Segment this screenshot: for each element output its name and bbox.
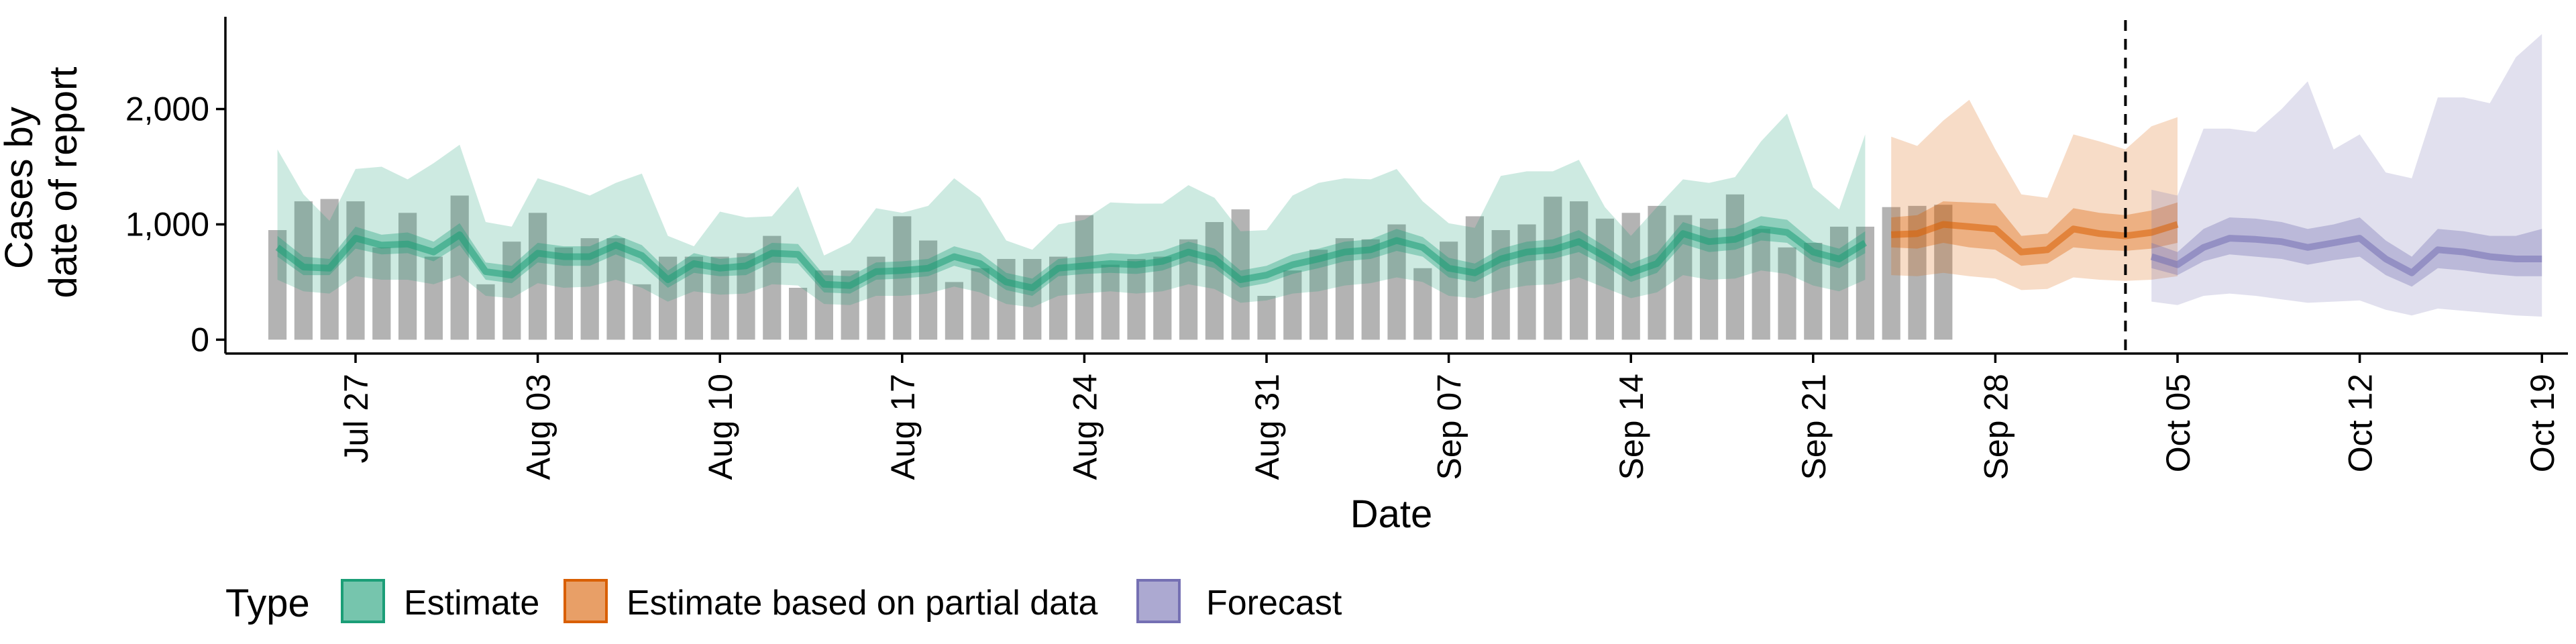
legend-item-forecast: Forecast — [1136, 579, 1342, 623]
legend-item-partial: Estimate based on partial data — [564, 579, 1098, 623]
case-bar — [1309, 250, 1328, 340]
case-bar — [372, 247, 391, 340]
x-tick-label: Oct 12 — [2342, 374, 2379, 472]
median-lines-layer — [275, 221, 2542, 291]
x-tick-label: Aug 24 — [1066, 374, 1104, 480]
case-bar — [398, 213, 417, 340]
legend: Type Estimate Estimate based on partial … — [225, 579, 1342, 625]
legend-key-forecast — [1136, 579, 1181, 623]
x-tick-label: Sep 07 — [1431, 374, 1468, 480]
case-bar — [893, 216, 912, 340]
case-bar — [502, 241, 521, 340]
case-bar — [789, 288, 808, 340]
y-axis-title-line-1: Cases by — [0, 107, 41, 269]
case-bar — [1570, 201, 1589, 340]
case-bar — [1621, 213, 1640, 340]
case-bar — [1752, 229, 1770, 340]
ribbons-layer — [277, 34, 2542, 317]
case-bar — [997, 259, 1016, 340]
case-bar — [1257, 296, 1276, 340]
case-bar — [1804, 243, 1823, 340]
case-bar — [1544, 197, 1562, 340]
legend-label-forecast: Forecast — [1206, 584, 1342, 623]
case-bar — [476, 284, 495, 340]
legend-label-estimate: Estimate — [404, 584, 539, 623]
case-bar — [1101, 264, 1120, 340]
case-bar — [1413, 268, 1432, 340]
legend-key-estimate — [341, 579, 385, 623]
case-bar — [554, 247, 573, 340]
legend-item-estimate: Estimate — [341, 579, 539, 623]
case-bar — [633, 284, 651, 340]
forecast-ribbon-90 — [2151, 34, 2542, 317]
y-tick-label: 1,000 — [125, 205, 209, 243]
case-bar — [1882, 207, 1900, 340]
x-tick-label: Aug 17 — [884, 374, 922, 480]
case-bar — [1023, 259, 1042, 340]
x-tick-label: Oct 19 — [2524, 374, 2561, 472]
x-tick-label: Aug 31 — [1248, 374, 1286, 480]
x-tick-label: Sep 21 — [1795, 374, 1833, 480]
case-bar — [1778, 247, 1796, 340]
case-bar — [919, 240, 938, 340]
case-bar — [971, 268, 989, 340]
legend-label-partial: Estimate based on partial data — [627, 584, 1098, 623]
case-bar — [1361, 239, 1380, 340]
case-bar — [606, 238, 625, 340]
case-bar — [1075, 215, 1093, 340]
case-bar — [1830, 226, 1849, 340]
case-bar — [1517, 224, 1536, 340]
x-tick-label: Aug 10 — [702, 374, 739, 480]
case-bar — [424, 256, 443, 340]
case-bar — [1491, 230, 1510, 340]
case-bar — [1283, 270, 1302, 340]
x-tick-label: Aug 03 — [520, 374, 557, 480]
y-axis-title-line-2: date of report — [42, 67, 85, 299]
y-axis-ticks: 0 1,000 2,000 — [125, 91, 225, 358]
case-bar — [1153, 256, 1172, 340]
case-bar — [1205, 222, 1224, 340]
x-axis-ticks: Jul 27 Aug 03 Aug 10 Aug 17 Aug 24 Aug 31 Sep … — [337, 354, 2561, 480]
case-bar — [1595, 218, 1614, 340]
x-tick-label: Sep 28 — [1977, 374, 2015, 480]
x-tick-label: Sep 14 — [1613, 374, 1650, 480]
case-bar — [450, 195, 469, 340]
forecast-ribbon-50 — [2151, 217, 2542, 287]
legend-title: Type — [225, 582, 310, 625]
case-bar — [529, 213, 547, 340]
legend-key-partial — [564, 579, 608, 623]
case-bar — [1725, 194, 1744, 340]
x-tick-label: Oct 05 — [2159, 374, 2197, 472]
x-axis-title: Date — [1350, 492, 1433, 536]
estimate-ribbon-90 — [277, 113, 1866, 308]
case-bar — [346, 201, 365, 340]
partial-ribbon-50 — [1891, 201, 2178, 266]
y-tick-label: 0 — [191, 321, 209, 358]
partial-median-line — [1890, 221, 2179, 256]
estimate-median-line — [275, 225, 1868, 291]
partial-ribbon-90 — [1891, 99, 2178, 290]
case-bar — [1648, 205, 1666, 340]
case-bar — [1465, 216, 1484, 340]
forecast-median-line — [2150, 235, 2542, 276]
case-bar — [1440, 241, 1458, 340]
x-tick-label: Jul 27 — [337, 374, 375, 463]
case-bar — [945, 282, 963, 340]
y-tick-label: 2,000 — [125, 91, 209, 128]
y-axis-title: Cases by date of report — [0, 67, 85, 299]
case-bar — [1127, 259, 1146, 340]
